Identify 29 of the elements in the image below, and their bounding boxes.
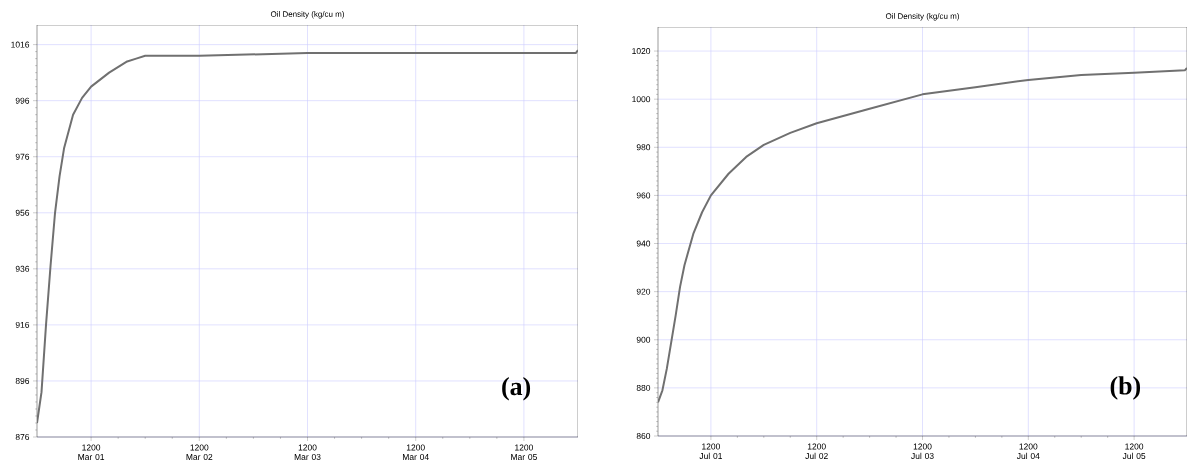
x-tick-label: 1200 Jul 04 (1016, 443, 1040, 459)
y-tick-label: 956 (15, 209, 30, 216)
y-tick-label: 880 (636, 384, 651, 391)
y-tick-label: 1020 (632, 48, 651, 55)
y-tick-label: 920 (636, 288, 651, 295)
x-tick-label: 1200 Mar 03 (294, 444, 321, 460)
x-tick-label: 1200 Jul 05 (1122, 443, 1146, 459)
y-tick-label: 1000 (632, 96, 651, 103)
y-tick-label: 1016 (11, 41, 30, 48)
x-tick-label: 1200 Mar 05 (511, 444, 537, 460)
y-tick-label: 940 (636, 240, 651, 247)
y-tick-label: 876 (15, 434, 30, 440)
annotation: (b) (1110, 376, 1141, 400)
y-tick-label: 976 (15, 153, 30, 160)
y-tick-label: 960 (636, 192, 651, 199)
x-tick-label: 1200 Jul 02 (805, 443, 828, 459)
x-tick-label: 1200 Jul 01 (699, 443, 723, 459)
y-tick-label: 916 (15, 321, 30, 328)
x-tick-label: 1200 Jul 03 (911, 443, 934, 459)
y-tick-label: 860 (636, 433, 651, 439)
y-tick-label: 996 (15, 97, 30, 104)
x-tick-label: 1200 Mar 01 (78, 444, 105, 460)
y-tick-label: 896 (15, 377, 30, 384)
x-tick-label: 1200 Mar 04 (402, 444, 429, 460)
x-tick-label: 1200 Mar 02 (186, 444, 213, 460)
y-tick-label: 900 (636, 336, 651, 343)
annotation: (a) (502, 377, 531, 401)
y-tick-label: 936 (15, 265, 30, 272)
y-tick-label: 980 (636, 144, 651, 151)
